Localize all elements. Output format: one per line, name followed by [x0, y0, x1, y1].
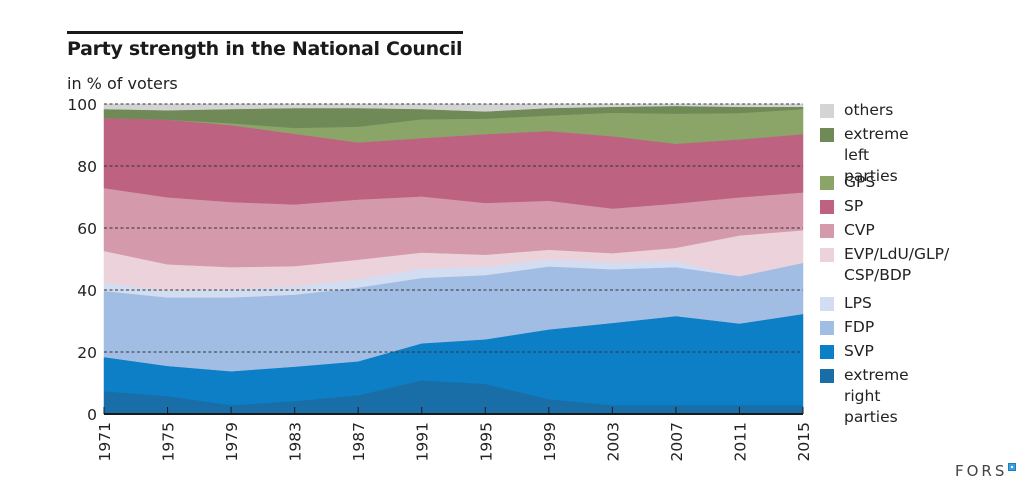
legend-label: extreme right parties: [844, 366, 909, 426]
chart-title: Party strength in the National Council: [67, 38, 463, 60]
legend-item: SVP: [820, 341, 874, 362]
legend-swatch: [820, 128, 834, 142]
y-tick-label: 20: [77, 344, 97, 362]
legend-label: EVP/LdU/GLP/ CSP/BDP: [844, 245, 950, 284]
fors-logo: FORS: [955, 462, 1008, 480]
legend-swatch: [820, 321, 834, 335]
legend-swatch: [820, 176, 834, 190]
legend-label: SVP: [844, 342, 874, 360]
legend-swatch: [820, 297, 834, 311]
legend-swatch: [820, 248, 834, 262]
legend-swatch: [820, 345, 834, 359]
x-tick-label: 1999: [541, 422, 559, 461]
legend-item: CVP: [820, 220, 875, 241]
legend-item: extreme right parties: [820, 365, 909, 428]
legend-label: extreme left parties: [844, 125, 909, 185]
chart-subtitle: in % of voters: [67, 74, 178, 93]
x-tick-label: 1991: [414, 422, 432, 461]
x-tick-label: 1987: [350, 422, 368, 461]
legend-item: extreme left parties: [820, 124, 909, 187]
y-tick-label: 80: [77, 158, 97, 176]
legend-label: SP: [844, 197, 864, 215]
y-axis: 0 20 40 60 80 100: [67, 96, 97, 424]
x-axis: 1971 1975 1979 1983 1987 1991 1995 1999 2003 2007…: [96, 407, 813, 461]
y-tick-label: 60: [77, 220, 97, 238]
x-tick-label: 2003: [604, 422, 622, 461]
legend-item: FDP: [820, 317, 874, 338]
legend-item: EVP/LdU/GLP/ CSP/BDP: [820, 244, 949, 286]
legend-item: GPS: [820, 172, 875, 193]
x-tick-label: 2015: [795, 422, 813, 461]
y-tick-label: 40: [77, 282, 97, 300]
area-layers: [103, 103, 804, 415]
legend-label: CVP: [844, 221, 875, 239]
gridlines: [104, 103, 803, 353]
title-rule: [67, 31, 463, 34]
legend-item: LPS: [820, 293, 872, 314]
legend-item: others: [820, 100, 893, 121]
legend-swatch: [820, 200, 834, 214]
fors-logo-mark-icon: [1008, 463, 1016, 471]
legend-swatch: [820, 104, 834, 118]
x-tick-label: 2011: [731, 422, 749, 461]
x-tick-label: 1983: [287, 422, 305, 461]
legend-label: GPS: [844, 173, 876, 191]
legend-swatch: [820, 369, 834, 383]
y-tick-label: 0: [87, 406, 97, 424]
legend-label: others: [844, 101, 894, 119]
x-tick-label: 1979: [223, 422, 241, 461]
x-tick-label: 1971: [96, 422, 114, 461]
y-tick-label: 100: [67, 96, 97, 114]
x-tick-label: 1995: [477, 422, 495, 461]
legend-label: FDP: [844, 318, 875, 336]
legend-label: LPS: [844, 294, 872, 312]
x-tick-label: 1975: [160, 422, 178, 461]
legend-swatch: [820, 224, 834, 238]
x-tick-label: 2007: [668, 422, 686, 461]
legend-item: SP: [820, 196, 863, 217]
